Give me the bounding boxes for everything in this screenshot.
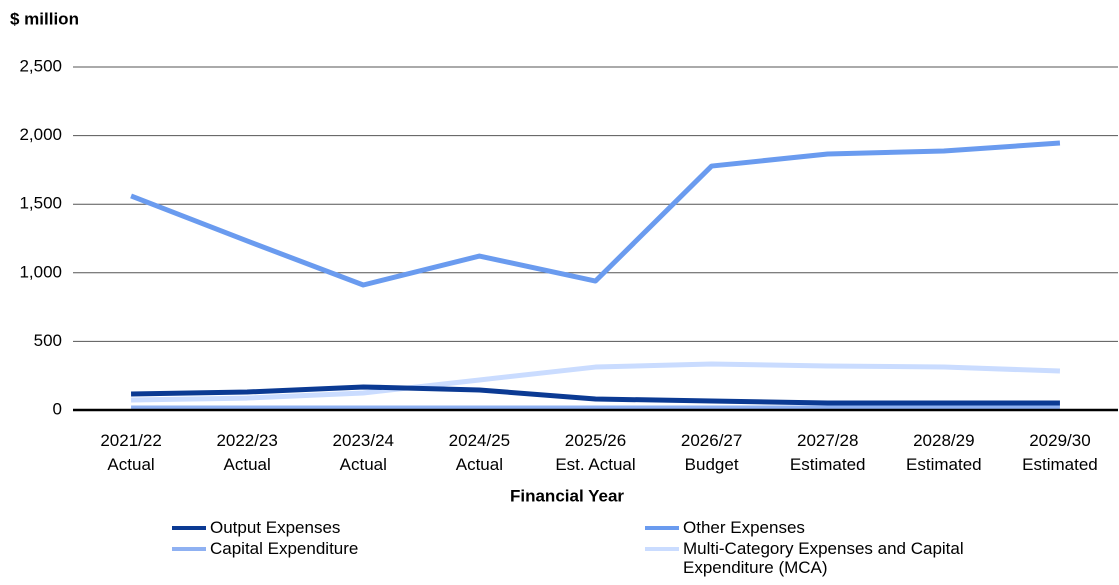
- legend-item: Multi-Category Expenses and Capital Expe…: [645, 539, 1035, 577]
- x-axis-label: Financial Year: [510, 486, 624, 505]
- legend-swatch: [172, 547, 206, 551]
- x-tick-label: 2023/24 Actual: [333, 431, 394, 474]
- x-tick-label: 2021/22 Actual: [100, 431, 161, 474]
- series-line: [130, 140, 1061, 288]
- y-tick-label: 1,000: [19, 262, 62, 281]
- series-line: [131, 384, 1060, 406]
- y-tick-label: 2,000: [19, 125, 62, 144]
- legend-label: Other Expenses: [683, 518, 805, 537]
- y-axis-label: $ million: [10, 9, 79, 28]
- x-tick-label: 2025/26 Est. Actual: [555, 431, 635, 474]
- legend-label: Capital Expenditure: [210, 539, 359, 558]
- y-tick-label: 2,500: [19, 56, 62, 75]
- legend-label: Output Expenses: [210, 518, 341, 537]
- y-tick-label: 0: [53, 399, 62, 418]
- y-tick-label: 500: [34, 331, 62, 350]
- x-tick-label: 2027/28 Estimated: [790, 431, 866, 474]
- legend-swatch: [645, 526, 679, 530]
- legend-item: Other Expenses: [645, 518, 1035, 537]
- series-line: [131, 361, 1061, 403]
- x-tick-label: 2022/23 Actual: [216, 431, 277, 474]
- x-tick-label: 2026/27 Budget: [681, 431, 742, 474]
- legend-item: Output Expenses: [172, 518, 562, 537]
- legend-item: Capital Expenditure: [172, 539, 562, 558]
- legend-swatch: [645, 547, 679, 551]
- legend-swatch: [172, 526, 206, 530]
- x-tick-label: 2029/30 Estimated: [1022, 431, 1098, 474]
- legend-label: Multi-Category Expenses and Capital Expe…: [683, 539, 964, 577]
- y-tick-label: 1,500: [19, 194, 62, 213]
- x-tick-label: 2024/25 Actual: [449, 431, 510, 474]
- x-tick-label: 2028/29 Estimated: [906, 431, 982, 474]
